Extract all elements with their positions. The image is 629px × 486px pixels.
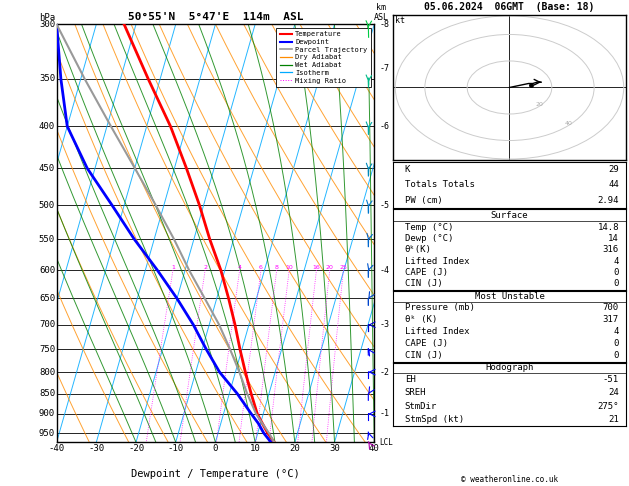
Text: 0: 0	[613, 279, 619, 289]
Text: Lifted Index: Lifted Index	[405, 257, 469, 266]
Text: Dewp (°C): Dewp (°C)	[405, 234, 453, 243]
Text: SREH: SREH	[405, 388, 426, 397]
Text: 4: 4	[238, 265, 242, 270]
Text: 0: 0	[213, 444, 218, 453]
Text: K: K	[405, 165, 410, 174]
Text: 650: 650	[39, 294, 55, 303]
Text: -7: -7	[379, 64, 389, 73]
Text: -40: -40	[48, 444, 65, 453]
Text: Most Unstable: Most Unstable	[474, 292, 545, 301]
Text: 900: 900	[39, 409, 55, 418]
Text: 05.06.2024  06GMT  (Base: 18): 05.06.2024 06GMT (Base: 18)	[425, 2, 594, 12]
Text: StmDir: StmDir	[405, 401, 437, 411]
Text: -2: -2	[379, 367, 389, 377]
Text: θᵏ(K): θᵏ(K)	[405, 245, 431, 254]
Text: 40: 40	[369, 444, 380, 453]
Text: -1: -1	[379, 409, 389, 418]
Text: hPa: hPa	[39, 13, 55, 22]
Text: 6: 6	[259, 265, 263, 270]
Text: -30: -30	[88, 444, 104, 453]
Text: 8: 8	[275, 265, 279, 270]
Text: 0: 0	[613, 268, 619, 277]
Text: 2: 2	[203, 265, 207, 270]
Text: 0: 0	[613, 351, 619, 360]
Text: km
ASL: km ASL	[374, 3, 389, 22]
Legend: Temperature, Dewpoint, Parcel Trajectory, Dry Adiabat, Wet Adiabat, Isotherm, Mi: Temperature, Dewpoint, Parcel Trajectory…	[276, 28, 370, 87]
Text: CIN (J): CIN (J)	[405, 351, 442, 360]
Text: 25: 25	[340, 265, 347, 270]
Text: Totals Totals: Totals Totals	[405, 180, 475, 190]
Text: -5: -5	[379, 201, 389, 210]
Text: 350: 350	[39, 74, 55, 84]
Text: 29: 29	[608, 165, 619, 174]
Text: 20: 20	[535, 102, 543, 107]
Text: -8: -8	[379, 20, 389, 29]
Text: 4: 4	[613, 257, 619, 266]
Text: Dewpoint / Temperature (°C): Dewpoint / Temperature (°C)	[131, 469, 300, 479]
Text: 400: 400	[39, 122, 55, 131]
Text: CAPE (J): CAPE (J)	[405, 339, 448, 348]
Text: -20: -20	[128, 444, 144, 453]
Text: 750: 750	[39, 345, 55, 354]
Text: 10: 10	[250, 444, 260, 453]
Text: 700: 700	[39, 320, 55, 329]
Text: 850: 850	[39, 389, 55, 398]
Text: 40: 40	[565, 121, 572, 125]
Text: 21: 21	[608, 415, 619, 424]
Text: 500: 500	[39, 201, 55, 210]
Text: 700: 700	[603, 303, 619, 312]
Text: 800: 800	[39, 367, 55, 377]
Text: Hodograph: Hodograph	[486, 363, 533, 372]
Text: 300: 300	[39, 20, 55, 29]
Text: © weatheronline.co.uk: © weatheronline.co.uk	[461, 474, 558, 484]
Text: -3: -3	[379, 320, 389, 329]
Text: Surface: Surface	[491, 211, 528, 220]
Text: 14.8: 14.8	[598, 223, 619, 232]
Text: 20: 20	[289, 444, 300, 453]
Text: 16: 16	[313, 265, 320, 270]
Text: 275°: 275°	[598, 401, 619, 411]
Text: θᵏ (K): θᵏ (K)	[405, 315, 437, 324]
Text: 50°55'N  5°47'E  114m  ASL: 50°55'N 5°47'E 114m ASL	[128, 12, 303, 22]
Text: kt: kt	[395, 16, 405, 25]
Text: CAPE (J): CAPE (J)	[405, 268, 448, 277]
Text: StmSpd (kt): StmSpd (kt)	[405, 415, 464, 424]
Text: -4: -4	[379, 265, 389, 275]
Text: Temp (°C): Temp (°C)	[405, 223, 453, 232]
Text: -6: -6	[379, 122, 389, 131]
Text: CIN (J): CIN (J)	[405, 279, 442, 289]
Text: 0: 0	[613, 339, 619, 348]
Text: Lifted Index: Lifted Index	[405, 327, 469, 336]
Text: 317: 317	[603, 315, 619, 324]
Text: LCL: LCL	[379, 438, 393, 447]
Text: 316: 316	[603, 245, 619, 254]
Text: 24: 24	[608, 388, 619, 397]
Text: 10: 10	[286, 265, 293, 270]
Text: EH: EH	[405, 375, 416, 384]
Text: -10: -10	[168, 444, 184, 453]
Text: 30: 30	[329, 444, 340, 453]
Text: 450: 450	[39, 164, 55, 173]
Text: PW (cm): PW (cm)	[405, 196, 442, 205]
Text: 14: 14	[608, 234, 619, 243]
Text: 44: 44	[608, 180, 619, 190]
Text: 1: 1	[171, 265, 175, 270]
Text: Mixing Ratio (g/kg): Mixing Ratio (g/kg)	[399, 190, 408, 277]
Text: 2.94: 2.94	[598, 196, 619, 205]
Text: -51: -51	[603, 375, 619, 384]
Text: 20: 20	[326, 265, 334, 270]
Text: 550: 550	[39, 235, 55, 244]
Text: 950: 950	[39, 429, 55, 437]
Text: 4: 4	[613, 327, 619, 336]
Text: 600: 600	[39, 265, 55, 275]
Text: Pressure (mb): Pressure (mb)	[405, 303, 475, 312]
